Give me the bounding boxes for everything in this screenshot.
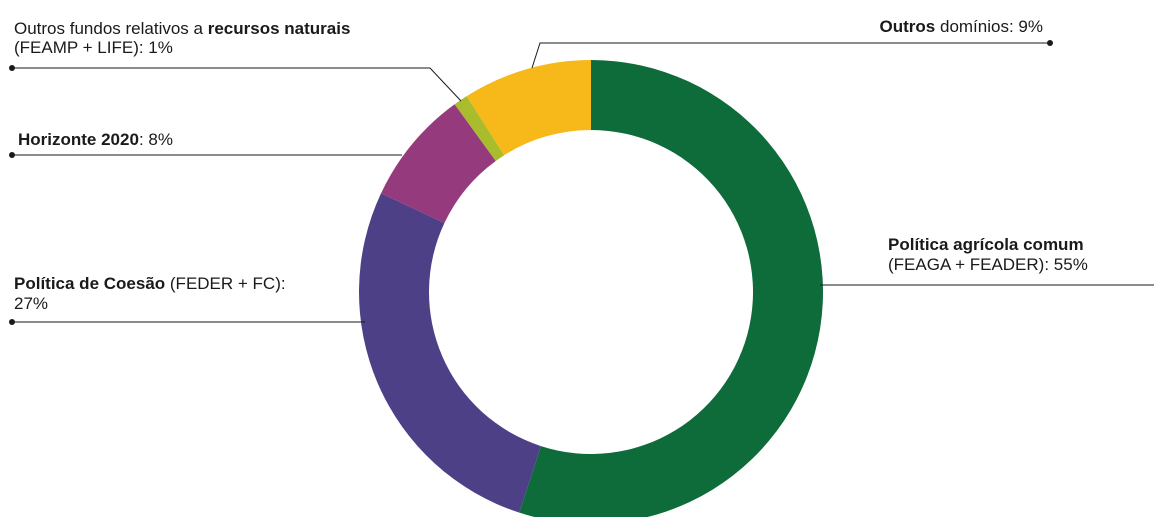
leader-dot-outros bbox=[1047, 40, 1053, 46]
slice-recursos bbox=[454, 96, 505, 161]
label-recursos: Outros fundos relativos a recursos natur… bbox=[14, 19, 355, 57]
slice-outros bbox=[466, 60, 591, 156]
slice-labels: Política agrícola comum (FEAGA + FEADER)… bbox=[14, 17, 1088, 313]
slice-horizonte bbox=[381, 104, 496, 224]
leader-line-recursos bbox=[12, 67, 462, 102]
leader-dot-horizonte bbox=[9, 152, 15, 158]
leader-line-outros bbox=[531, 42, 1050, 69]
label-outros: Outros domínios: 9% bbox=[880, 17, 1043, 36]
donut-slices bbox=[358, 60, 823, 517]
label-coesao: Política de Coesão (FEDER + FC): 27% bbox=[14, 274, 290, 313]
label-horizonte: Horizonte 2020: 8% bbox=[18, 130, 173, 149]
label-pac: Política agrícola comum (FEAGA + FEADER)… bbox=[888, 235, 1088, 274]
leader-dot-coesao bbox=[9, 319, 15, 325]
leader-dot-recursos bbox=[9, 65, 15, 71]
slice-pac bbox=[519, 60, 823, 517]
slice-coesao bbox=[358, 193, 541, 513]
leader-lines bbox=[9, 40, 1154, 325]
